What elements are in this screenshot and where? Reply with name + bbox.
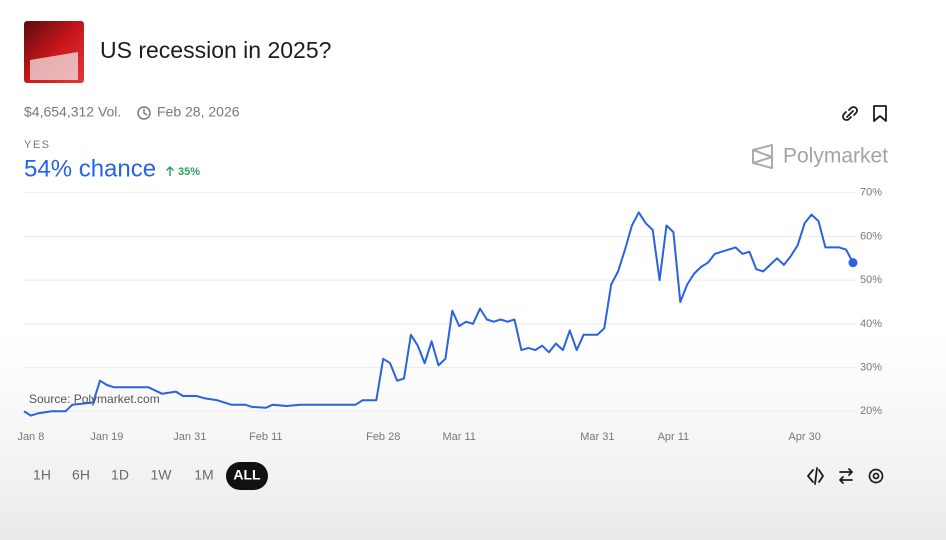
x-tick-label: Apr 11 <box>658 431 690 443</box>
range-label: 1W <box>151 467 173 483</box>
swap-button[interactable] <box>839 468 853 484</box>
y-tick-label: 50% <box>860 274 882 286</box>
range-label: ALL <box>233 467 261 483</box>
x-tick-label: Jan 19 <box>90 431 123 443</box>
embed-button[interactable] <box>807 467 824 485</box>
swap-icon <box>839 468 853 484</box>
clock-hand <box>143 109 148 116</box>
range-label: 1D <box>111 467 129 483</box>
range-button[interactable]: ALL <box>226 462 268 490</box>
brand: Polymarket <box>783 145 888 168</box>
market-image-detail <box>30 52 78 80</box>
range-label: 1M <box>194 467 213 483</box>
x-tick-label: Mar 31 <box>580 431 614 443</box>
range-button[interactable]: 6H <box>72 467 90 483</box>
chart: 20% 30% 40% 50% 60% 70% Jan 8 Jan 19 Jan 31 Feb 1… <box>17 187 882 443</box>
y-tick-label: 60% <box>860 230 882 242</box>
change: 35% <box>178 166 200 178</box>
range-label: 1H <box>33 467 51 483</box>
outcome-label: YES <box>24 139 51 151</box>
y-tick-label: 30% <box>860 361 882 373</box>
price-line <box>23 211 854 417</box>
range-selector: 1H 6H 1D 1W 1M ALL <box>33 462 268 490</box>
x-tick-label: Mar 11 <box>443 431 476 443</box>
y-tick-label: 70% <box>860 187 882 199</box>
range-button[interactable]: 1M <box>194 467 213 483</box>
last-point <box>848 258 858 268</box>
settings-button[interactable] <box>868 468 884 484</box>
backdrop <box>0 330 946 540</box>
embed-icon <box>807 467 824 485</box>
end-date: Feb 28, 2026 <box>157 104 240 120</box>
chance: 54% chance <box>24 155 156 182</box>
source-annotation: Source: Polymarket.com <box>29 392 160 406</box>
gear-center <box>872 472 880 480</box>
x-tick-label: Feb 11 <box>249 431 282 443</box>
x-tick-label: Feb 28 <box>366 431 400 443</box>
x-tick-label: Jan 8 <box>17 431 44 443</box>
change-arrow <box>166 166 174 176</box>
market-title: US recession in 2025? <box>100 37 331 63</box>
x-tick-label: Apr 30 <box>788 431 820 443</box>
range-button[interactable]: 1D <box>111 467 129 483</box>
brand-logo <box>752 144 773 169</box>
range-button-bg <box>226 462 268 490</box>
y-tick-label: 40% <box>860 318 882 330</box>
bookmark-button[interactable] <box>873 105 887 122</box>
volume: $4,654,312 Vol. <box>24 104 121 120</box>
y-tick-label: 20% <box>860 405 882 417</box>
clock-icon <box>137 106 151 120</box>
gear-icon <box>868 468 884 484</box>
x-tick-label: Jan 31 <box>173 431 206 443</box>
range-label: 6H <box>72 467 90 483</box>
range-button[interactable]: 1W <box>151 467 173 483</box>
link-icon <box>842 106 858 121</box>
range-button[interactable]: 1H <box>33 467 51 483</box>
link-button[interactable] <box>842 106 858 121</box>
